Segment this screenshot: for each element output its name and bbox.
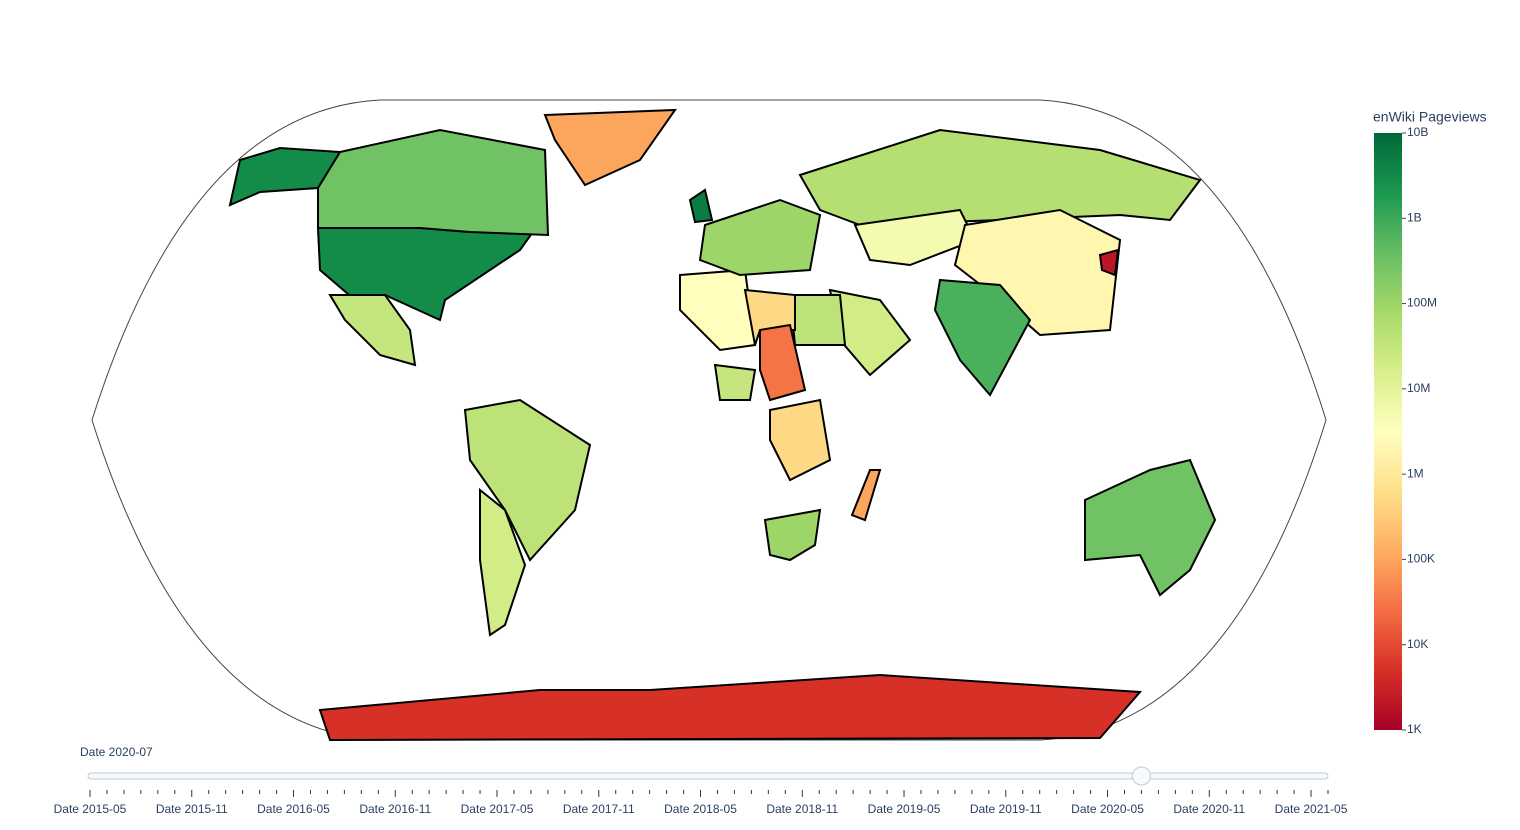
country[interactable] [698, 198, 822, 277]
country[interactable] [713, 363, 757, 401]
country[interactable] [318, 673, 1143, 742]
slider-step-label: Date 2019-05 [868, 802, 941, 816]
slider-step-label: Date 2019-11 [970, 802, 1042, 816]
country[interactable] [463, 398, 592, 562]
slider-step-label: Date 2017-11 [563, 802, 635, 816]
slider-step-label: Date 2020-11 [1173, 802, 1245, 816]
colorbar-title: enWiki Pageviews [1373, 109, 1487, 125]
colorbar-tick-label: 10K [1407, 637, 1428, 651]
country[interactable] [953, 208, 1122, 337]
slider-step-label: Date 2016-11 [359, 802, 431, 816]
country[interactable] [850, 469, 882, 522]
slider-step-label: Date 2021-05 [1275, 802, 1348, 816]
colorbar-tick-label: 1M [1407, 466, 1424, 480]
country[interactable] [853, 208, 977, 267]
country[interactable] [688, 188, 714, 224]
slider-step-label: Date 2016-05 [257, 802, 330, 816]
country[interactable] [769, 398, 832, 482]
country[interactable] [933, 278, 1032, 397]
country[interactable] [788, 294, 847, 346]
country[interactable] [798, 128, 1202, 227]
slider-track[interactable] [87, 772, 1329, 780]
country[interactable] [763, 508, 822, 562]
country[interactable] [759, 323, 807, 402]
slider-step-label: Date 2015-05 [54, 802, 127, 816]
slider-step-label: Date 2015-11 [156, 802, 228, 816]
slider-step-label: Date 2020-05 [1071, 802, 1144, 816]
colorbar-tick-label: 10M [1407, 381, 1430, 395]
country[interactable] [328, 294, 417, 367]
country[interactable] [1084, 458, 1217, 597]
slider-step-label: Date 2018-11 [766, 802, 838, 816]
colorbar [1374, 133, 1402, 730]
country[interactable] [1098, 248, 1120, 277]
slider-step-label: Date 2017-05 [461, 802, 534, 816]
colorbar-tick-label: 1B [1407, 210, 1422, 224]
countries [228, 108, 1217, 742]
country[interactable] [317, 128, 550, 237]
slider-step-label: Date 2018-05 [664, 802, 737, 816]
slider-knob[interactable] [1131, 766, 1151, 786]
slider-current-label: Date 2020-07 [80, 745, 153, 759]
country[interactable] [543, 108, 677, 187]
colorbar-tick-label: 100K [1407, 552, 1435, 566]
colorbar-tick-label: 100M [1407, 296, 1437, 310]
colorbar-tick-label: 10B [1407, 125, 1428, 139]
colorbar-tick-label: 1K [1407, 722, 1422, 736]
country[interactable] [479, 487, 527, 637]
